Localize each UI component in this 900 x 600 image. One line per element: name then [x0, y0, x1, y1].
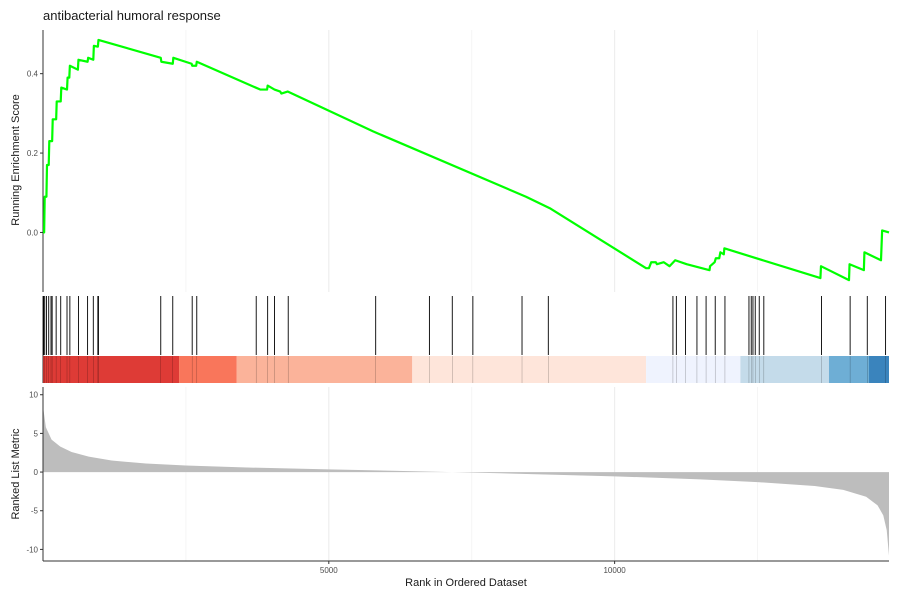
rank-color-band: [828, 356, 869, 383]
rank-color-band: [868, 356, 889, 383]
es-y-tick-label: 0.0: [27, 228, 39, 237]
metric-y-tick-label: 0: [34, 468, 39, 477]
metric-y-tick-label: 10: [29, 391, 38, 400]
running-enrichment-line: [43, 38, 890, 282]
metric-y-tick-label: 5: [34, 429, 39, 438]
x-tick-label: 5000: [320, 566, 338, 575]
gene-hits-panel: [42, 296, 889, 383]
ranked-metric-area: [43, 406, 889, 556]
x-axis-title: Rank in Ordered Dataset: [405, 577, 527, 589]
es-y-tick-label: 0.2: [27, 149, 39, 158]
es-y-tick-label: 0.4: [27, 70, 39, 79]
rank-color-band: [412, 356, 647, 383]
ranked-metric-panel: 10 5 0 -5 -10: [26, 387, 889, 561]
rank-color-band: [43, 356, 180, 383]
x-tick-label: 10000: [603, 566, 626, 575]
rank-color-band: [740, 356, 829, 383]
enrichment-score-panel: 0.0 0.2 0.4: [27, 30, 890, 292]
rank-color-band: [179, 356, 237, 383]
metric-y-tick-label: -10: [26, 545, 38, 554]
x-axis: 5000 10000: [43, 560, 889, 575]
chart-title: antibacterial humoral response: [43, 8, 221, 23]
metric-y-tick-label: -5: [31, 507, 39, 516]
rank-color-band: [646, 356, 741, 383]
metric-y-axis-title: Ranked List Metric: [10, 428, 22, 520]
rank-color-band: [236, 356, 413, 383]
enrichment-y-axis-title: Running Enrichment Score: [10, 94, 22, 225]
